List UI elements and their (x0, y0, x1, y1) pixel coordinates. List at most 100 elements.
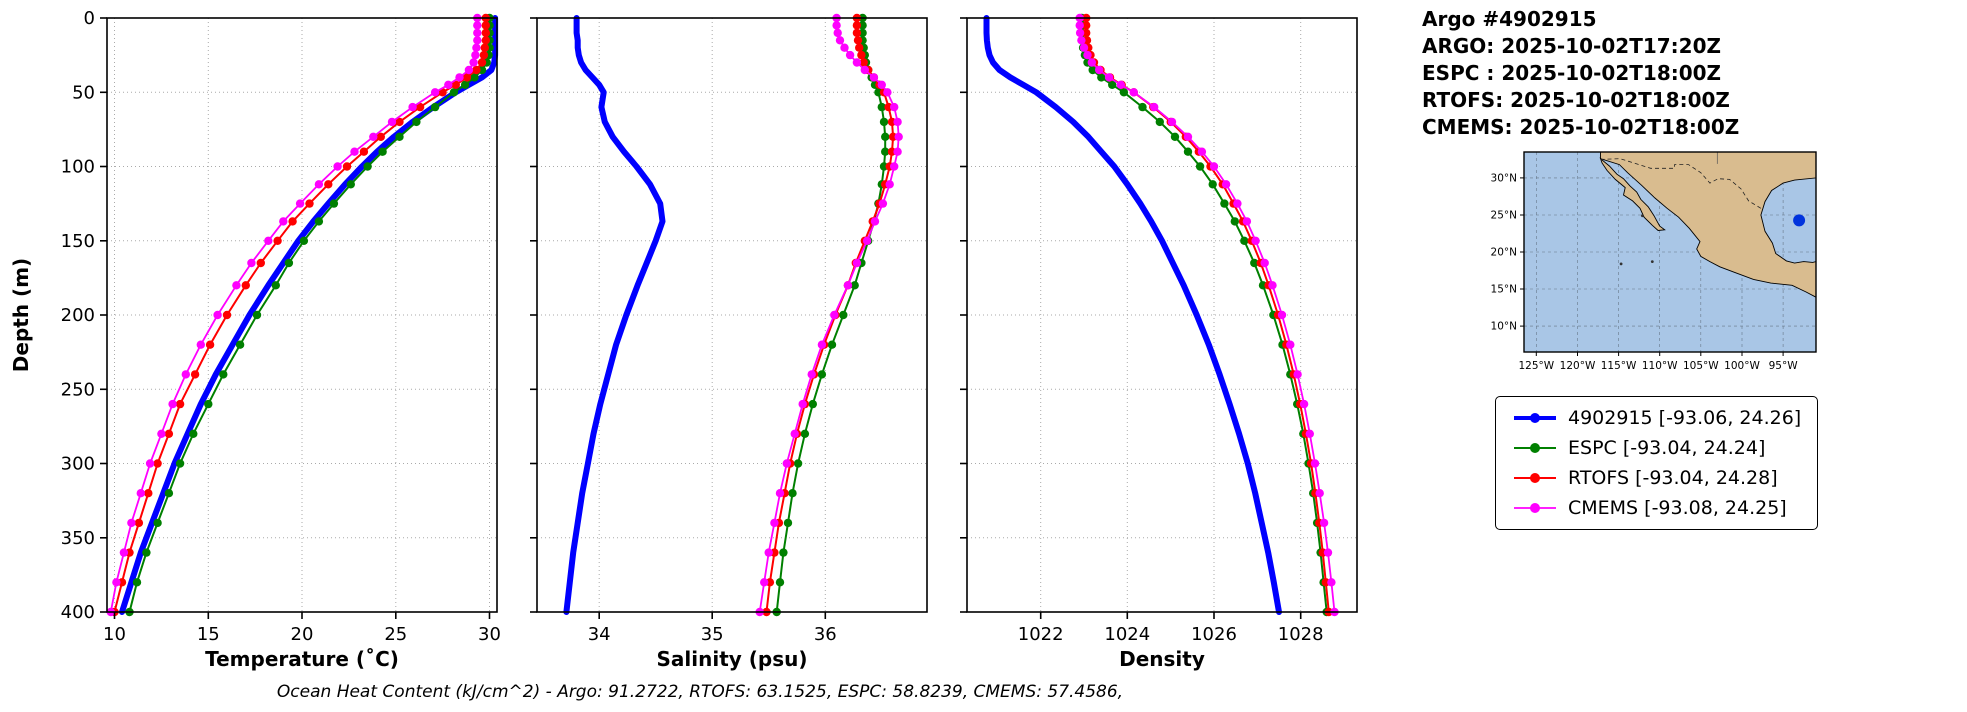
x-tick-label: 15 (197, 624, 220, 645)
map-island (1641, 214, 1644, 218)
ESPC-temperature-marker (189, 429, 198, 438)
RTOFS-temperature-marker (376, 132, 385, 141)
CMEMS-density-marker (1087, 58, 1097, 67)
CMEMS-temperature-marker (473, 21, 482, 30)
ESPC-density-marker (1108, 80, 1117, 90)
ESPC-salinity-marker (881, 147, 890, 156)
CMEMS-salinity-marker (790, 429, 799, 438)
CMEMS-salinity-marker (817, 340, 827, 349)
ESPC-salinity-marker (817, 370, 827, 379)
map-lon-tick-label: 115°W (1601, 360, 1637, 372)
CMEMS-density-marker (1319, 518, 1329, 528)
CMEMS-salinity-marker (775, 489, 785, 498)
RTOFS-temperature-marker (481, 21, 490, 30)
ESPC-density-marker (1119, 88, 1129, 97)
RTOFS-temperature-marker (481, 28, 490, 38)
ESPC-temperature-marker (175, 459, 185, 468)
ESPC-density-marker (1138, 102, 1147, 112)
ESPC-density-marker (1183, 147, 1193, 156)
4902915-salinity-line (563, 15, 666, 615)
CMEMS-temperature-marker (333, 162, 342, 171)
CMEMS-temperature-marker (279, 217, 288, 226)
ESPC-salinity-marker (793, 459, 803, 468)
location-map: 125°W 120°W 115°W 110°W 105°W 100°W 95°W 10°N 15… (1491, 151, 1817, 372)
RTOFS-temperature-marker (153, 459, 162, 468)
RTOFS-salinity-marker (855, 43, 864, 52)
CMEMS-density-marker (1268, 281, 1277, 290)
legend-label: 4902915 [-93.06, 24.26] (1568, 407, 1802, 429)
RTOFS-temperature-marker (415, 102, 425, 112)
RTOFS-temperature-marker (481, 36, 490, 45)
CMEMS-temperature-marker (232, 281, 241, 290)
CMEMS-density-marker (1251, 236, 1260, 245)
CMEMS-temperature-marker (196, 340, 205, 349)
ESPC-density-marker (1155, 117, 1165, 127)
x-tick-label: 1022 (1018, 624, 1064, 645)
x-tick-label: 30 (478, 624, 501, 645)
ESPC-salinity-marker (783, 518, 793, 528)
CMEMS-temperature-marker (473, 28, 482, 38)
RTOFS-temperature-marker (479, 50, 489, 60)
CMEMS-salinity-marker (840, 43, 849, 52)
CMEMS-temperature-marker (112, 578, 121, 587)
x-tick-label: 1026 (1191, 624, 1237, 645)
depth-tick-label: 300 (61, 454, 95, 475)
legend-marker-4902915 (1514, 413, 1556, 423)
ESPC-temperature-marker (299, 236, 309, 245)
CMEMS-salinity-marker (852, 58, 862, 67)
float-location-marker (1793, 214, 1806, 227)
CMEMS-salinity-marker (869, 73, 879, 82)
CMEMS-density-marker (1233, 199, 1242, 208)
ESPC-density-marker (1220, 199, 1229, 208)
ESPC-salinity-marker (788, 489, 797, 498)
panel-border (536, 17, 928, 613)
ESPC-temperature-marker (329, 199, 339, 208)
CMEMS-salinity-marker (894, 132, 903, 141)
legend-label: RTOFS [-93.04, 24.28] (1568, 467, 1778, 489)
ESPC-temperature-marker (271, 281, 280, 290)
map-lon-tick-label: 125°W (1518, 360, 1554, 372)
map-lon-tick-label: 95°W (1769, 360, 1799, 372)
RTOFS-temperature-marker (462, 73, 472, 82)
map-lon-tick-label: 120°W (1560, 360, 1596, 372)
CMEMS-salinity-marker (878, 199, 888, 208)
ESPC-temperature-marker (284, 258, 294, 268)
CMEMS-density-marker (1116, 80, 1126, 90)
CMEMS-salinity-marker (877, 80, 886, 90)
CMEMS-temperature-marker (264, 236, 273, 245)
CMEMS-salinity-marker (893, 147, 902, 156)
legend-label: CMEMS [-93.08, 24.25] (1568, 497, 1787, 519)
CMEMS-density-marker (1075, 28, 1085, 38)
legend-item-CMEMS: CMEMS [-93.08, 24.25] (1512, 497, 1801, 519)
x-tick-label: 1024 (1104, 624, 1150, 645)
CMEMS-temperature-marker (127, 518, 136, 528)
CMEMS-temperature-marker (464, 65, 474, 75)
map-lon-tick-label: 100°W (1724, 360, 1760, 372)
RTOFS-temperature-marker (472, 65, 481, 75)
RTOFS-temperature-marker (256, 258, 265, 268)
ocean-heat-content-caption: Ocean Heat Content (kJ/cm^2) - Argo: 91.… (276, 682, 1124, 702)
ESPC-density-marker (1240, 236, 1249, 245)
float-title: Argo #4902915 (1422, 7, 1597, 31)
RTOFS-temperature-marker (175, 399, 185, 409)
temperature-axis-label: Temperature (˚C) (205, 647, 399, 671)
map-land-baja (1599, 157, 1666, 231)
CMEMS-density-marker (1209, 162, 1219, 171)
CMEMS-temperature-marker (168, 399, 177, 409)
CMEMS-salinity-marker (845, 50, 855, 60)
panel-temperature: 10 15 20 25 30 Temperature (˚C) 0 50 100 150 200 25… (9, 8, 501, 671)
RTOFS-temperature-marker (205, 340, 215, 349)
ESPC-temperature-marker (235, 340, 245, 349)
CMEMS-temperature-marker (471, 50, 480, 60)
RTOFS-temperature-marker (342, 162, 352, 171)
CMEMS-temperature-marker (469, 58, 478, 67)
ESPC-temperature-marker (142, 548, 151, 557)
map-island (1619, 262, 1623, 266)
ESPC-salinity-marker (850, 281, 859, 290)
ESPC-density-marker (1088, 65, 1097, 75)
CMEMS-salinity-marker (890, 162, 899, 171)
CMEMS-salinity-marker (764, 548, 773, 557)
map-lat-tick-label: 15°N (1491, 284, 1517, 296)
CMEMS-temperature-marker (369, 132, 378, 141)
CMEMS-salinity-marker (807, 370, 816, 379)
